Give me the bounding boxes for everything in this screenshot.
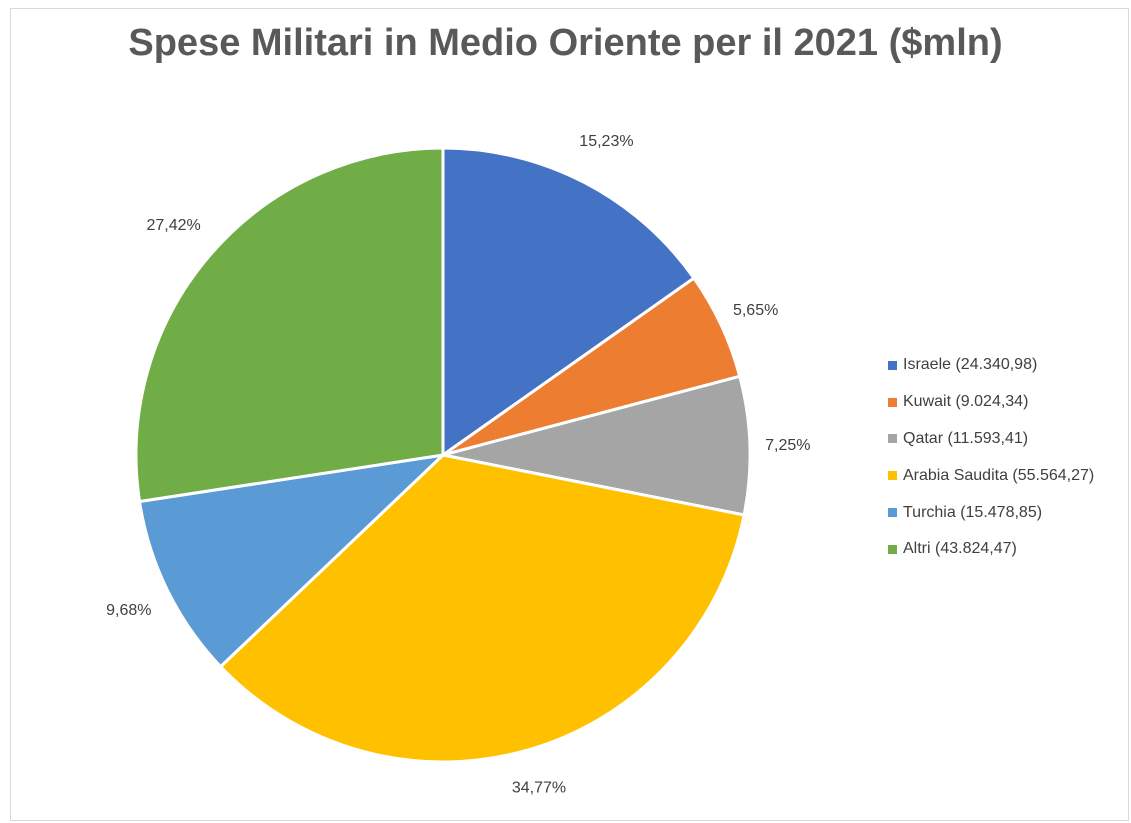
legend-label-4: Turchia (15.478,85) — [903, 503, 1043, 521]
legend-item-5: Altri (43.824,47) — [888, 531, 1094, 568]
legend-swatch-2 — [888, 434, 897, 444]
legend-swatch-3 — [888, 471, 897, 481]
pie-slice-5 — [134, 146, 445, 504]
legend-item-1: Kuwait (9.024,34) — [888, 384, 1094, 421]
legend-swatch-1 — [888, 397, 897, 407]
legend-label-0: Israele (24.340,98) — [903, 356, 1038, 374]
pie-slice-4 — [137, 452, 448, 669]
legend-label-2: Qatar (11.593,41) — [903, 429, 1029, 447]
slice-percent-label-1: 5,65% — [733, 302, 778, 319]
legend-item-0: Israele (24.340,98) — [888, 347, 1094, 384]
pie-slice-0 — [441, 146, 697, 458]
legend-label-5: Altri (43.824,47) — [903, 540, 1017, 558]
legend-item-4: Turchia (15.478,85) — [888, 494, 1094, 531]
slice-percent-label-2: 7,25% — [765, 437, 810, 454]
legend-swatch-5 — [888, 544, 897, 554]
slice-percent-label-0: 15,23% — [579, 133, 633, 150]
legend-item-2: Qatar (11.593,41) — [888, 421, 1094, 458]
chart-title: Spese Militari in Medio Oriente per il 2… — [128, 22, 1003, 64]
legend-label-3: Arabia Saudita (55.564,27) — [903, 466, 1095, 484]
legend-item-3: Arabia Saudita (55.564,27) — [888, 457, 1094, 494]
slice-percent-label-5: 27,42% — [147, 217, 201, 234]
legend-label-1: Kuwait (9.024,34) — [903, 393, 1029, 411]
pie-slice-2 — [442, 374, 752, 517]
slice-percent-label-3: 34,77% — [512, 779, 566, 796]
legend-swatch-4 — [888, 508, 897, 518]
chart-legend: Israele (24.340,98) Kuwait (9.024,34) Qata… — [888, 347, 1094, 568]
pie-slice-3 — [218, 453, 746, 764]
slice-percent-label-4: 9,68% — [106, 602, 151, 619]
legend-swatch-0 — [888, 360, 897, 370]
